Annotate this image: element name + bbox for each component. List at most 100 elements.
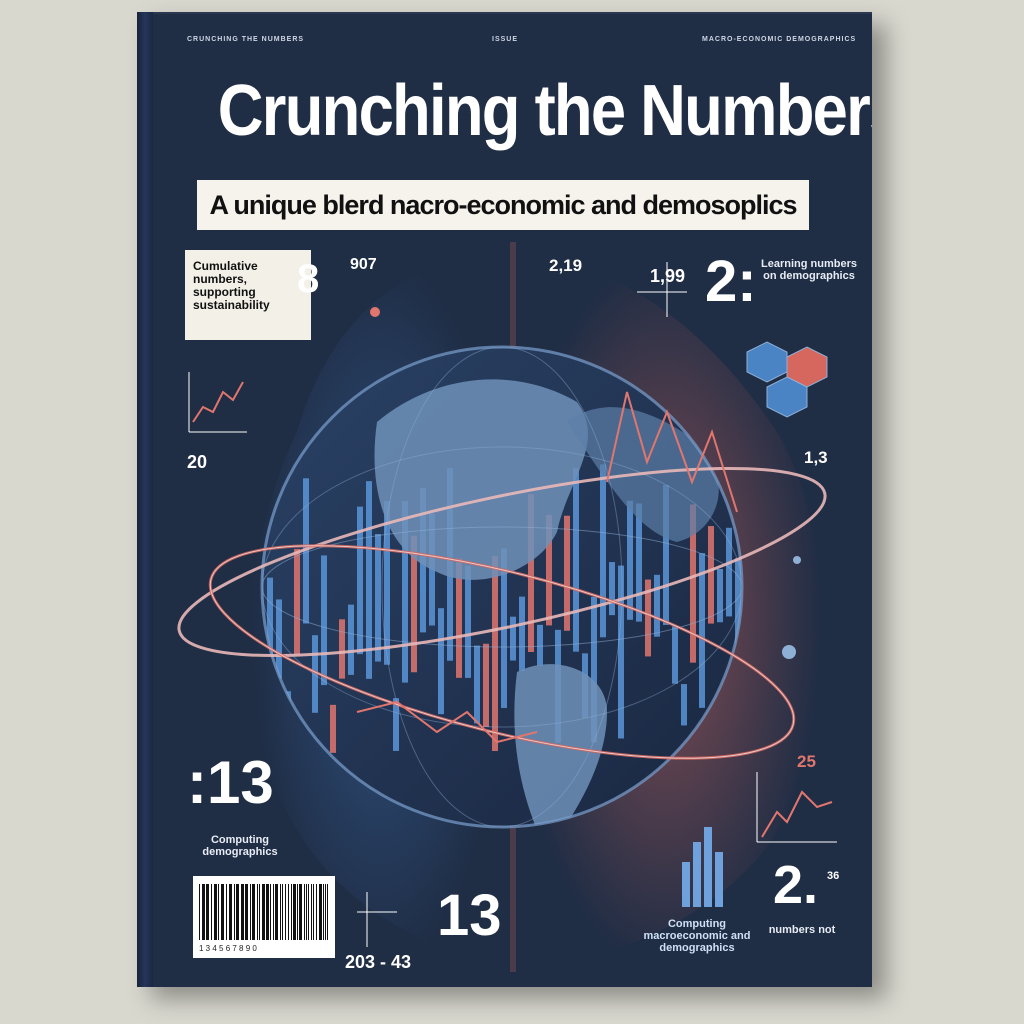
globe-illustration — [177, 242, 837, 972]
globe-bar — [681, 684, 687, 726]
globe-bar — [267, 577, 273, 697]
stat-20: 20 — [187, 452, 208, 472]
stat-2-right: 2: — [705, 249, 757, 314]
barcode-bar — [288, 884, 289, 940]
globe-bar — [564, 515, 570, 631]
barcode-bar — [291, 884, 292, 940]
barcode-bar — [280, 884, 281, 940]
globe-bar — [411, 535, 417, 673]
globe-bar — [474, 645, 480, 724]
barcode-bar — [262, 884, 265, 940]
globe-bar — [510, 616, 516, 661]
globe-bar — [573, 468, 579, 652]
barcode-bar — [311, 884, 312, 940]
barcode-bar — [325, 884, 326, 940]
barcode-bar — [323, 884, 324, 940]
barcode-bar — [304, 884, 305, 940]
barcode-bar — [250, 884, 251, 940]
globe-bar — [519, 596, 525, 672]
globe-bar — [375, 534, 381, 662]
globe-bar — [654, 574, 660, 637]
barcode-digits: 1 3 4 5 6 7 8 9 0 — [199, 944, 257, 953]
mini-chart-right — [756, 772, 837, 843]
globe-bar — [438, 608, 444, 715]
globe-bar — [303, 478, 309, 624]
barcode-bar — [252, 884, 255, 940]
stat-36: 36 — [827, 870, 840, 882]
globe-bar — [528, 494, 534, 653]
globe-bar — [384, 501, 390, 665]
barcode-bar — [218, 884, 219, 940]
globe-bar — [339, 619, 345, 679]
stat-8: 8 — [297, 257, 320, 301]
globe-bar — [465, 565, 471, 678]
globe-bar — [393, 698, 399, 751]
barcode-bar — [306, 884, 307, 940]
globe-bar — [294, 548, 300, 655]
header-right: MACRO-ECONOMIC DEMOGRAPHICS — [702, 36, 857, 43]
cover-title: Crunching the Numbers — [217, 71, 872, 151]
globe-bar — [492, 556, 498, 752]
globe-bar — [312, 635, 318, 713]
bottom-center-caption: Computing macroeconomic and demographics — [643, 918, 751, 954]
left-caption: Computing demographics — [202, 834, 278, 858]
globe-bar — [402, 501, 408, 683]
barcode-lines — [199, 884, 328, 940]
globe-bar — [708, 526, 714, 624]
header-left: CRUNCHING THE NUMBERS — [187, 36, 305, 43]
header-center: ISSUE — [492, 36, 519, 43]
stat-13-left: :13 — [187, 749, 274, 816]
barcode-bar — [257, 884, 258, 940]
globe-bar — [672, 626, 678, 684]
stat-13-bottom: 13 — [437, 883, 502, 948]
stat-907: 907 — [350, 256, 377, 273]
barcode-bar — [270, 884, 271, 940]
mini-chart-left — [188, 372, 247, 433]
mini-bar-chart — [682, 827, 723, 907]
barcode-bar — [206, 884, 209, 940]
globe-bar — [537, 624, 543, 666]
barcode-bar — [226, 884, 227, 940]
globe-bar — [276, 599, 282, 679]
globe-bar — [735, 558, 741, 669]
globe-bar — [456, 558, 462, 678]
barcode-bar — [273, 884, 274, 940]
globe-bar — [690, 504, 696, 663]
bottom-right-caption: numbers not — [768, 924, 836, 936]
barcode-bar — [229, 884, 232, 940]
bottom-range: 203 - 43 — [345, 952, 412, 972]
globe-bar — [330, 704, 336, 753]
barcode-bar — [241, 884, 244, 940]
barcode-bar — [236, 884, 239, 940]
barcode-bar — [266, 884, 269, 940]
stat-2-bottom: 2. — [773, 855, 819, 915]
barcode-bar — [327, 884, 328, 940]
barcode-bar — [199, 884, 200, 940]
cover-subtitle: A unique blerd nacro-economic and demoso… — [197, 180, 809, 230]
barcode-bar — [299, 884, 302, 940]
globe-bar — [663, 485, 669, 625]
stat-219: 2,19 — [549, 256, 583, 275]
barcode-bar — [316, 884, 317, 940]
globe-bar — [726, 527, 732, 617]
barcode-bar — [221, 884, 224, 940]
globe-bar — [699, 553, 705, 708]
barcode-bar — [297, 884, 298, 940]
right-caption: Learning numbers on demographics — [761, 258, 857, 282]
globe-bar — [600, 464, 606, 638]
globe-bar — [366, 481, 372, 679]
barcode-bar — [245, 884, 248, 940]
globe-bar — [357, 506, 363, 655]
hexagon-cluster — [746, 341, 828, 418]
stat-199: 1,99 — [650, 266, 686, 286]
barcode-bar — [275, 884, 278, 940]
stat-25: 25 — [797, 752, 816, 771]
barcode-bar — [259, 884, 260, 940]
barcode-bar — [293, 884, 296, 940]
globe-bar — [348, 604, 354, 675]
barcode-bar — [211, 884, 212, 940]
barcode: 1 3 4 5 6 7 8 9 0 — [193, 876, 335, 958]
barcode-bar — [285, 884, 286, 940]
globe-bar — [321, 555, 327, 686]
globe-bar — [483, 643, 489, 727]
